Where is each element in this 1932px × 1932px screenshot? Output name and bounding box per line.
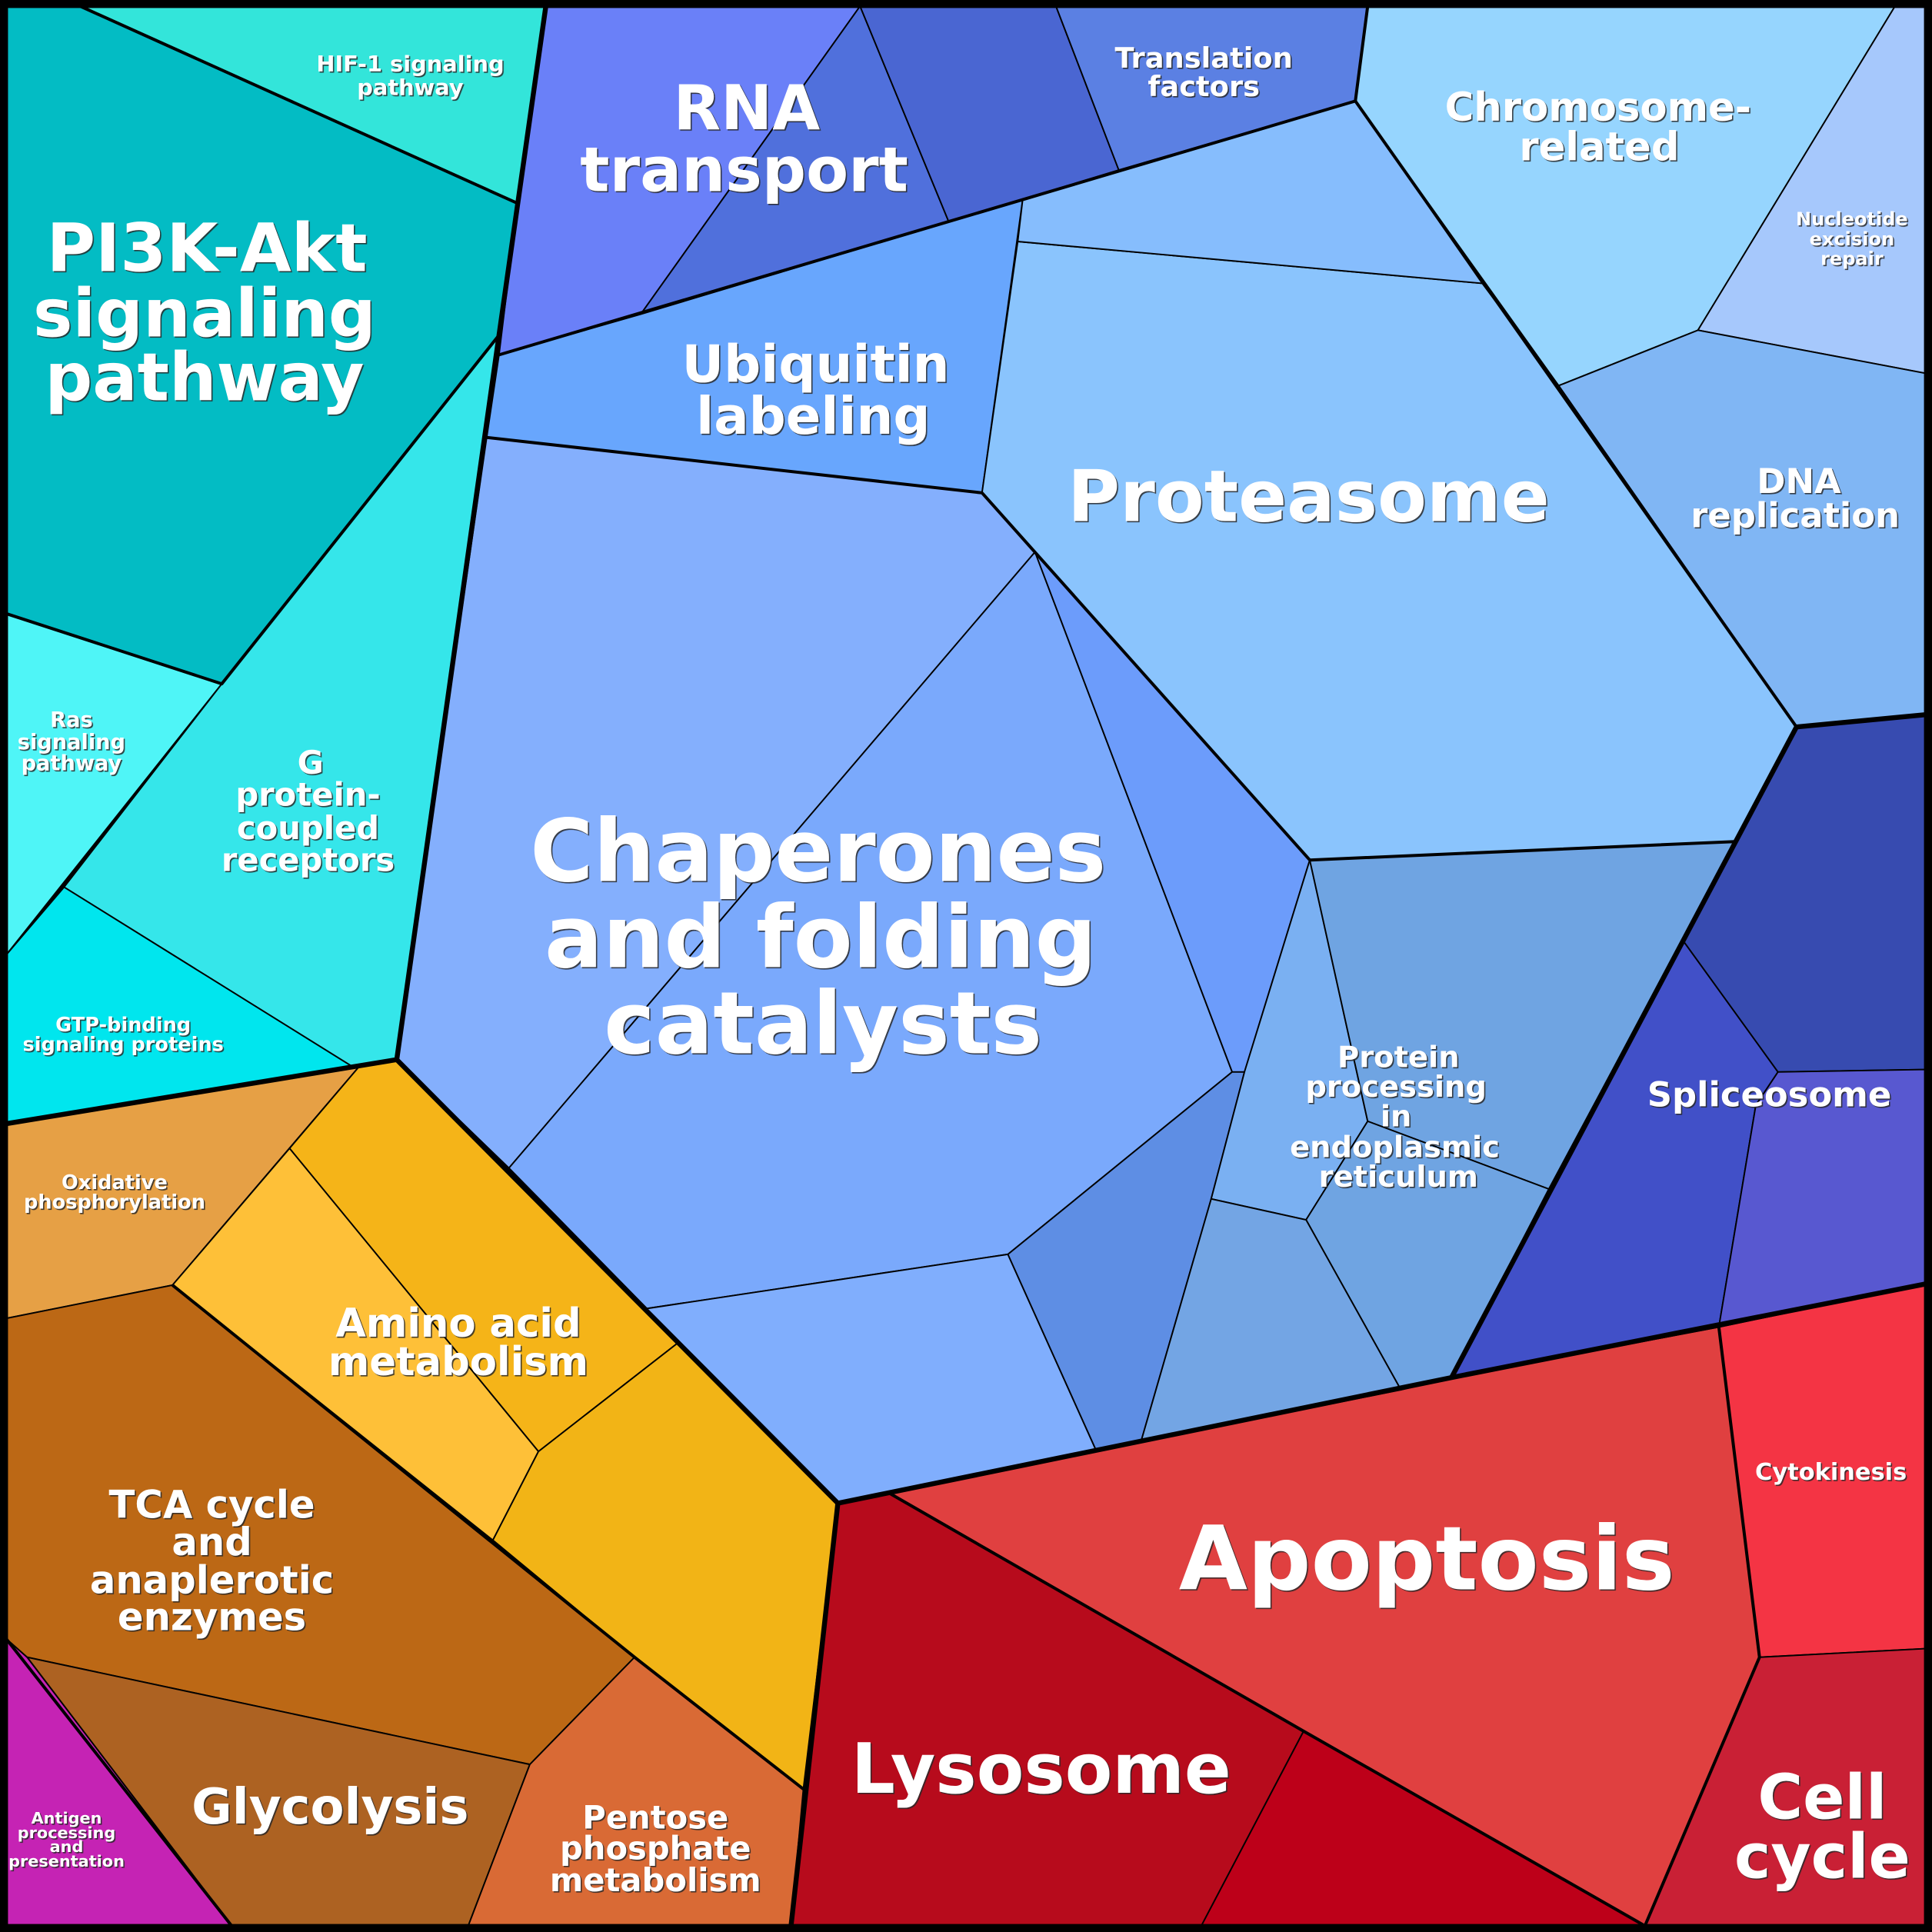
- label-line: Antigen: [32, 1809, 102, 1827]
- label-line: excision: [1810, 228, 1894, 250]
- label-tca: TCA cycle and anaplerotic enzymes: [90, 1483, 334, 1640]
- labels: HIF-1 signaling pathway PI3K-Akt signali…: [8, 42, 1910, 1899]
- label-line: metabolism: [328, 1339, 588, 1385]
- label-line: signaling proteins: [22, 1034, 223, 1057]
- label-line: coupled: [237, 809, 379, 847]
- label-line: Apoptosis: [1179, 1508, 1675, 1611]
- label-line: processing: [1305, 1070, 1487, 1104]
- label-er: Protein processing in endoplasmic reticu…: [1290, 1040, 1500, 1194]
- label-line: and folding: [545, 888, 1097, 988]
- label-rna-transport: RNA transport: [580, 72, 908, 205]
- label-glycolysis: Glycolysis: [192, 1779, 468, 1836]
- label-line: Pentose: [582, 1798, 728, 1836]
- label-line: Translation: [1114, 42, 1292, 75]
- label-line: Proteasome: [1068, 455, 1550, 538]
- label-line: pathway: [22, 751, 122, 775]
- label-line: Lysosome: [851, 1730, 1231, 1810]
- label-line: metabolism: [550, 1861, 761, 1899]
- label-line: endoplasmic: [1290, 1130, 1500, 1164]
- label-pentose: Pentose phosphate metabolism: [550, 1798, 761, 1899]
- label-spliceosome: Spliceosome: [1647, 1074, 1892, 1115]
- label-line: HIF-1 signaling: [316, 51, 504, 77]
- label-line: Ubiquitin: [682, 335, 950, 395]
- label-line: Nucleotide: [1796, 208, 1908, 230]
- label-ras: Ras signaling pathway: [18, 708, 125, 775]
- label-hif1: HIF-1 signaling pathway: [316, 51, 504, 100]
- label-line: replication: [1690, 495, 1900, 536]
- label-line: reticulum: [1319, 1160, 1478, 1194]
- label-line: G: [298, 744, 324, 781]
- label-line: Protein: [1337, 1040, 1460, 1074]
- label-chaperones: Chaperones and folding catalysts: [530, 801, 1106, 1074]
- label-line: transport: [580, 134, 908, 205]
- label-line: Chaperones: [530, 801, 1106, 901]
- label-line: pathway: [357, 74, 464, 100]
- label-pi3k-akt: PI3K-Akt signaling pathway: [33, 210, 376, 416]
- label-gpcr: G protein- coupled receptors: [222, 744, 395, 879]
- label-line: phosphorylation: [24, 1191, 205, 1214]
- label-line: TCA cycle: [109, 1483, 315, 1527]
- label-line: Spliceosome: [1647, 1074, 1892, 1115]
- label-line: Chromosome-: [1445, 85, 1751, 131]
- label-line: PI3K-Akt: [47, 210, 368, 287]
- label-cytokinesis: Cytokinesis: [1755, 1459, 1907, 1486]
- label-gtp-binding: GTP-binding signaling proteins: [22, 1014, 223, 1057]
- label-line: labeling: [696, 386, 930, 446]
- label-line: catalysts: [604, 974, 1042, 1074]
- label-oxphos: Oxidative phosphorylation: [24, 1171, 205, 1214]
- label-antigen: Antigen processing and presentation: [8, 1809, 125, 1870]
- label-line: factors: [1148, 70, 1260, 103]
- label-line: signaling: [33, 275, 376, 352]
- label-line: Cell: [1757, 1762, 1887, 1834]
- label-line: phosphate: [560, 1829, 751, 1867]
- label-lysosome: Lysosome: [851, 1730, 1231, 1810]
- label-line: Ras: [50, 708, 93, 732]
- label-line: cycle: [1734, 1821, 1910, 1893]
- label-line: GTP-binding: [55, 1014, 191, 1037]
- label-line: RNA: [673, 72, 820, 144]
- label-apoptosis: Apoptosis: [1179, 1508, 1675, 1611]
- label-line: repair: [1820, 248, 1884, 269]
- label-line: protein-: [235, 776, 380, 814]
- label-dna-replication: DNA replication: [1690, 461, 1900, 536]
- label-line: enzymes: [118, 1595, 306, 1640]
- label-line: pathway: [45, 340, 364, 417]
- label-ubiquitin: Ubiquitin labeling: [682, 335, 950, 446]
- label-ner: Nucleotide excision repair: [1796, 208, 1908, 269]
- label-line: and: [50, 1837, 84, 1856]
- label-line: signaling: [18, 731, 125, 754]
- label-line: Amino acid: [335, 1301, 581, 1347]
- label-chromosome: Chromosome- related: [1445, 85, 1751, 170]
- label-line: Glycolysis: [192, 1779, 468, 1836]
- label-line: DNA: [1757, 461, 1841, 501]
- label-cell-cycle: Cell cycle: [1734, 1762, 1910, 1893]
- label-line: presentation: [8, 1852, 125, 1870]
- label-line: Cytokinesis: [1755, 1459, 1907, 1486]
- label-line: related: [1519, 124, 1679, 170]
- label-line: and: [172, 1520, 251, 1564]
- label-line: Oxidative: [62, 1171, 168, 1194]
- label-amino-acid: Amino acid metabolism: [328, 1301, 588, 1385]
- label-line: processing: [18, 1824, 116, 1842]
- label-line: in: [1381, 1099, 1412, 1134]
- label-proteasome: Proteasome: [1068, 455, 1550, 538]
- label-line: receptors: [222, 841, 395, 879]
- label-translation: Translation factors: [1114, 42, 1292, 103]
- label-line: anaplerotic: [90, 1557, 334, 1602]
